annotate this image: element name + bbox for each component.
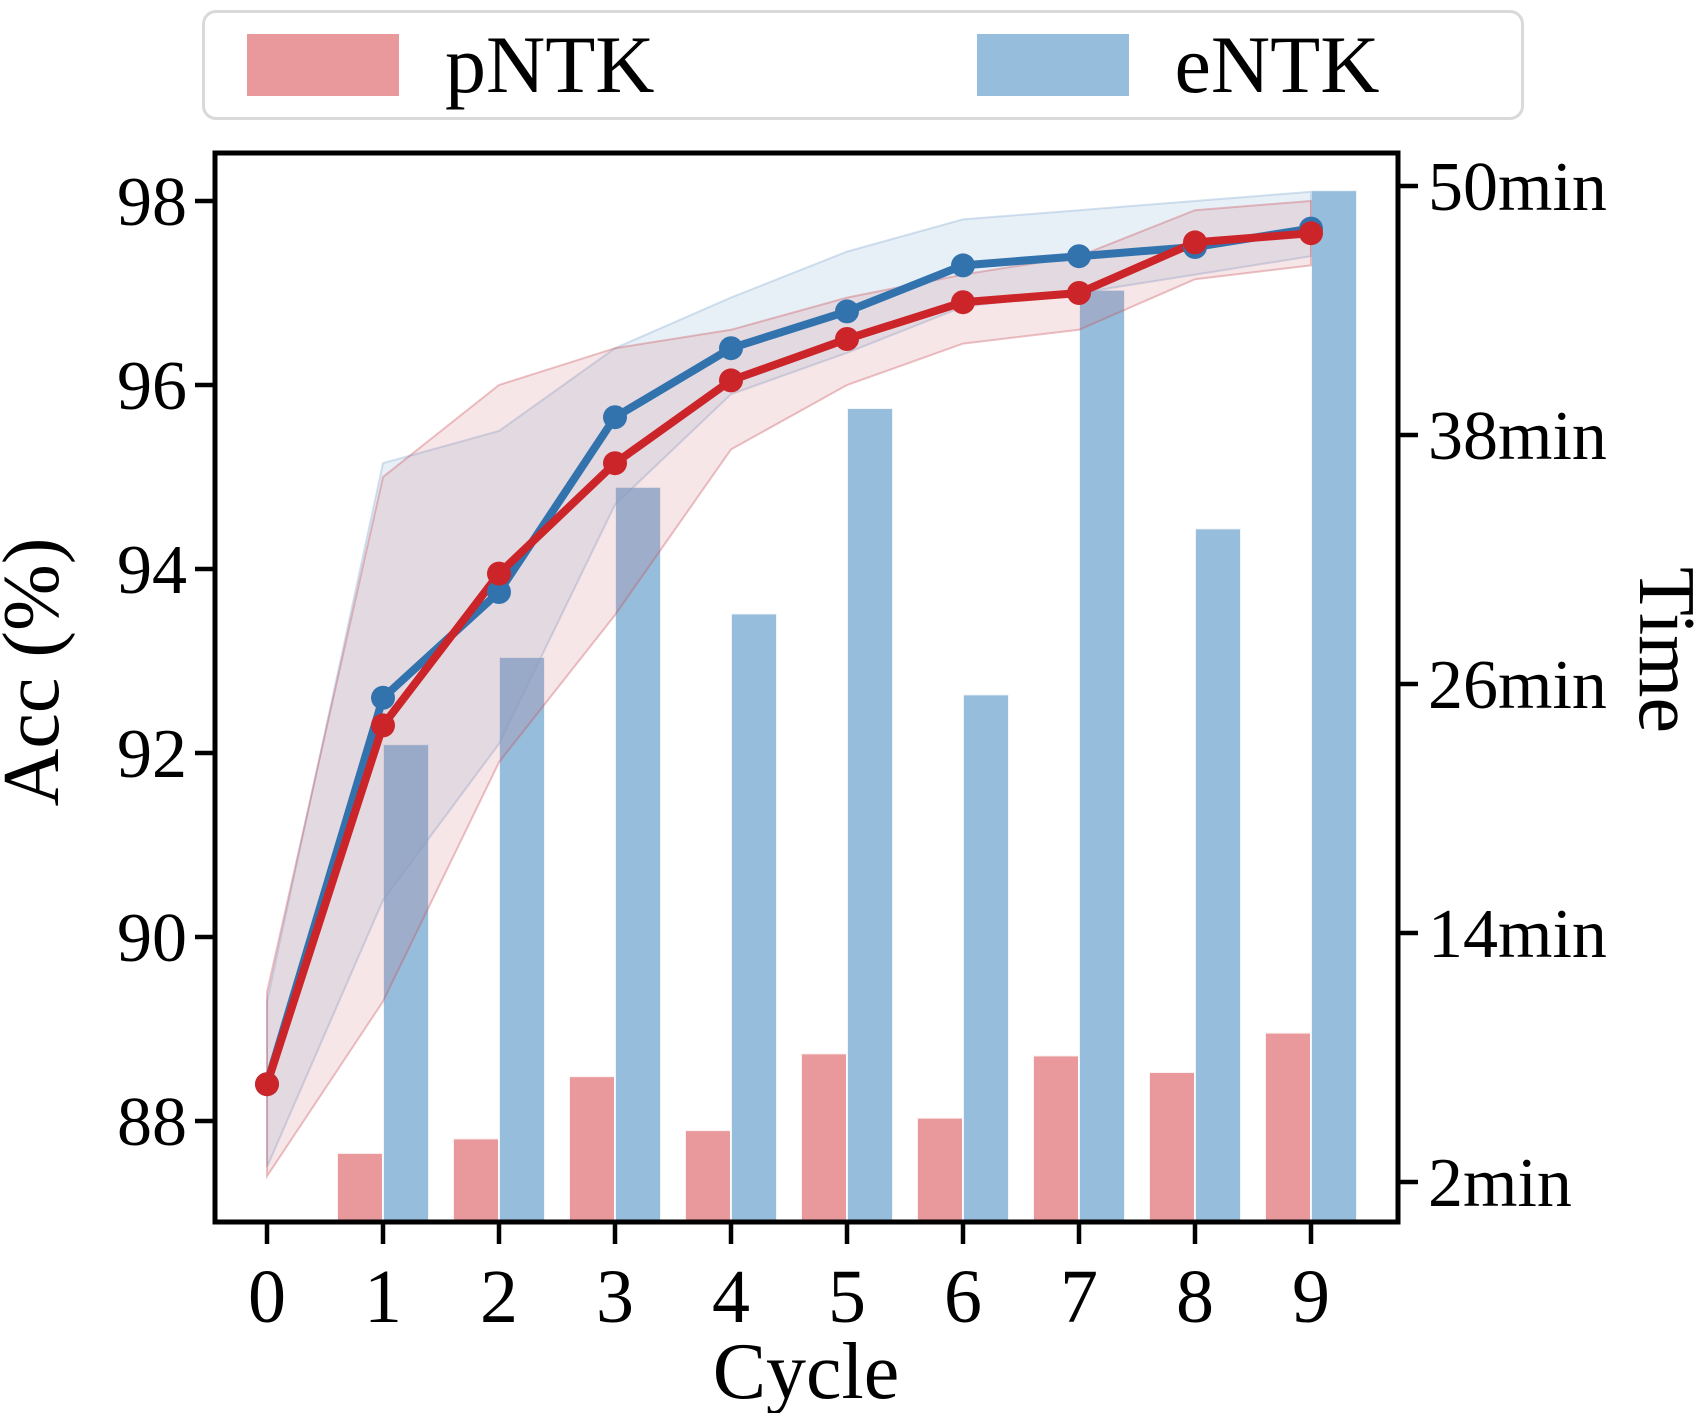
left-tick-label: 88 <box>117 1084 187 1161</box>
band-entk <box>266 190 1312 1168</box>
marker-entk-cycle-3 <box>603 405 627 430</box>
marker-pntk-cycle-5 <box>835 327 859 351</box>
bar-entk-cycle-6 <box>962 693 1010 1223</box>
marker-entk-cycle-2 <box>487 580 511 604</box>
marker-pntk-cycle-6 <box>951 290 975 315</box>
legend-swatch-pntk <box>247 34 399 96</box>
marker-pntk-cycle-3 <box>603 451 627 476</box>
bands-layer <box>266 190 1312 1180</box>
marker-pntk-cycle-7 <box>1067 281 1091 305</box>
bar-entk-cycle-9 <box>1310 189 1358 1223</box>
lines-layer <box>263 224 1315 1089</box>
bottom-tick-label: 7 <box>1060 1255 1098 1339</box>
bottom-tick-label: 1 <box>364 1255 402 1339</box>
bar-pntk-cycle-6 <box>916 1116 964 1224</box>
markers-layer <box>255 216 1323 1097</box>
bottom-tick-label: 5 <box>828 1255 866 1339</box>
bottom-tick-label: 2 <box>480 1255 518 1339</box>
left-axis-title: Acc (%) <box>0 538 76 807</box>
marker-entk-cycle-5 <box>835 299 859 324</box>
left-tick-label: 98 <box>117 164 187 241</box>
right-tick-label: 50min <box>1428 149 1607 226</box>
bar-entk-cycle-7 <box>1078 288 1126 1223</box>
bar-pntk-cycle-4 <box>684 1129 732 1223</box>
right-tick-label: 2min <box>1428 1145 1572 1222</box>
bar-entk-cycle-1 <box>382 743 430 1223</box>
marker-pntk-cycle-1 <box>371 713 395 738</box>
bar-pntk-cycle-1 <box>336 1151 384 1223</box>
left-tick-label: 92 <box>117 716 187 793</box>
right-tick-label: 14min <box>1428 896 1607 973</box>
left-tick-label: 94 <box>117 532 187 609</box>
legend: pNTK eNTK <box>202 10 1524 120</box>
marker-pntk-cycle-4 <box>719 368 743 393</box>
bottom-tick-label: 3 <box>596 1255 634 1339</box>
marker-pntk-cycle-2 <box>487 561 511 586</box>
bar-entk-cycle-2 <box>498 656 546 1223</box>
bar-entk-cycle-8 <box>1194 527 1242 1223</box>
bottom-tick-label: 6 <box>944 1255 982 1339</box>
right-tick-label: 26min <box>1428 647 1607 724</box>
bar-pntk-cycle-5 <box>800 1052 848 1223</box>
right-tick-label: 38min <box>1428 398 1607 475</box>
line-pntk <box>263 229 1315 1089</box>
bar-pntk-cycle-8 <box>1148 1071 1196 1224</box>
bottom-tick-label: 9 <box>1292 1255 1330 1339</box>
marker-entk-cycle-7 <box>1067 244 1091 269</box>
bar-pntk-cycle-9 <box>1264 1031 1312 1223</box>
bottom-tick-label: 8 <box>1176 1255 1214 1339</box>
bottom-tick-label: 4 <box>712 1255 750 1339</box>
marker-pntk-cycle-9 <box>1299 221 1323 246</box>
bar-entk-cycle-4 <box>730 612 778 1223</box>
legend-item-entk: eNTK <box>976 19 1380 110</box>
marker-pntk-cycle-0 <box>255 1072 279 1097</box>
bottom-tick-label: 0 <box>248 1255 286 1339</box>
bar-pntk-cycle-7 <box>1032 1054 1080 1224</box>
bars-layer <box>336 189 1358 1224</box>
marker-entk-cycle-6 <box>951 253 975 278</box>
right-axis-title: Time <box>1622 567 1695 733</box>
legend-label-pntk: pNTK <box>445 19 655 110</box>
x-axis-title: Cycle <box>713 1328 900 1413</box>
legend-label-entk: eNTK <box>1174 19 1380 110</box>
marker-pntk-cycle-8 <box>1183 230 1207 255</box>
bar-entk-cycle-3 <box>614 485 662 1223</box>
legend-swatch-entk <box>976 34 1129 96</box>
marker-entk-cycle-4 <box>719 336 743 361</box>
left-tick-label: 90 <box>117 900 187 977</box>
band-pntk <box>266 199 1312 1180</box>
left-tick-label: 96 <box>117 348 187 425</box>
bar-pntk-cycle-2 <box>452 1137 500 1224</box>
plot-border <box>212 150 1401 1225</box>
legend-item-pntk: pNTK <box>247 24 655 106</box>
bar-pntk-cycle-3 <box>568 1075 616 1224</box>
bar-entk-cycle-5 <box>846 407 894 1223</box>
marker-entk-cycle-1 <box>371 685 395 710</box>
